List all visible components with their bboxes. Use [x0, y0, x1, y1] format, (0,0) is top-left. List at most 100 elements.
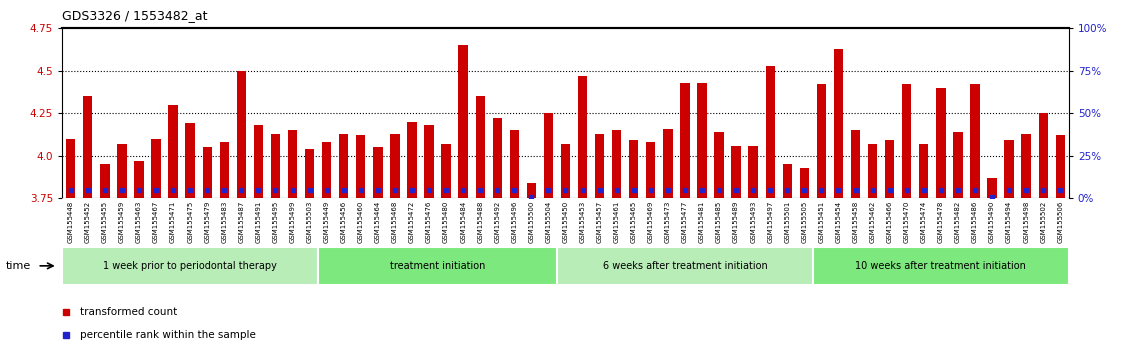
Text: GSM155456: GSM155456	[340, 201, 347, 243]
Bar	[715, 132, 724, 198]
Bar	[493, 118, 502, 198]
Bar	[458, 45, 468, 198]
Bar	[987, 178, 996, 198]
Bar	[424, 125, 433, 198]
Text: GSM155468: GSM155468	[392, 201, 398, 243]
Text: GSM155454: GSM155454	[836, 201, 841, 243]
Text: GSM155494: GSM155494	[1007, 201, 1012, 243]
Bar	[953, 132, 962, 198]
Text: transformed count: transformed count	[80, 307, 178, 318]
Text: GSM155460: GSM155460	[357, 201, 364, 243]
Text: GSM155482: GSM155482	[955, 201, 961, 243]
Text: 10 weeks after treatment initiation: 10 weeks after treatment initiation	[855, 261, 1026, 271]
Bar	[851, 130, 861, 198]
Bar	[561, 144, 570, 198]
Text: GSM155478: GSM155478	[938, 201, 944, 243]
Bar	[936, 88, 946, 198]
Bar	[185, 124, 195, 198]
Bar	[698, 83, 707, 198]
Text: GDS3326 / 1553482_at: GDS3326 / 1553482_at	[62, 9, 208, 22]
Text: GSM155476: GSM155476	[426, 201, 432, 243]
Text: GSM155462: GSM155462	[870, 201, 875, 243]
Text: GSM155500: GSM155500	[528, 201, 534, 243]
Bar	[556, 247, 813, 285]
Bar	[817, 84, 826, 198]
Text: GSM155483: GSM155483	[222, 201, 227, 243]
Bar	[629, 141, 638, 198]
Text: GSM155448: GSM155448	[68, 201, 74, 243]
Bar	[646, 142, 656, 198]
Text: GSM155495: GSM155495	[273, 201, 278, 243]
Text: GSM155473: GSM155473	[665, 201, 671, 243]
Text: GSM155465: GSM155465	[631, 201, 637, 243]
Text: GSM155481: GSM155481	[699, 201, 705, 243]
Bar	[322, 142, 331, 198]
Text: GSM155489: GSM155489	[733, 201, 739, 243]
Bar	[236, 71, 247, 198]
Text: GSM155492: GSM155492	[494, 201, 500, 243]
Bar	[544, 113, 553, 198]
Text: GSM155466: GSM155466	[887, 201, 892, 243]
Bar	[101, 164, 110, 198]
Text: GSM155470: GSM155470	[904, 201, 909, 243]
Bar	[390, 134, 399, 198]
Bar	[834, 49, 844, 198]
Bar	[62, 247, 318, 285]
Bar	[867, 144, 878, 198]
Bar	[118, 144, 127, 198]
Bar	[510, 130, 519, 198]
Text: GSM155451: GSM155451	[819, 201, 824, 243]
Bar	[202, 147, 211, 198]
Text: GSM155459: GSM155459	[119, 201, 124, 243]
Text: GSM155504: GSM155504	[545, 201, 552, 243]
Bar	[1004, 141, 1013, 198]
Text: GSM155453: GSM155453	[579, 201, 586, 243]
Bar	[66, 139, 76, 198]
Text: 6 weeks after treatment initiation: 6 weeks after treatment initiation	[603, 261, 767, 271]
Bar	[407, 122, 416, 198]
Bar	[1055, 135, 1065, 198]
Text: GSM155467: GSM155467	[153, 201, 159, 243]
Text: percentile rank within the sample: percentile rank within the sample	[80, 330, 256, 341]
Text: 1 week prior to periodontal therapy: 1 week prior to periodontal therapy	[103, 261, 277, 271]
Bar	[578, 76, 587, 198]
Bar	[475, 96, 485, 198]
Bar	[318, 247, 556, 285]
Bar	[1038, 113, 1048, 198]
Text: GSM155474: GSM155474	[921, 201, 926, 243]
Text: GSM155485: GSM155485	[716, 201, 722, 243]
Text: GSM155469: GSM155469	[648, 201, 654, 243]
Bar	[680, 83, 690, 198]
Text: GSM155488: GSM155488	[477, 201, 483, 243]
Text: GSM155496: GSM155496	[511, 201, 517, 243]
Bar	[83, 96, 93, 198]
Text: GSM155455: GSM155455	[102, 201, 107, 243]
Text: GSM155484: GSM155484	[460, 201, 466, 243]
Bar	[749, 145, 758, 198]
Bar	[527, 183, 536, 198]
Text: GSM155497: GSM155497	[767, 201, 774, 243]
Text: GSM155486: GSM155486	[972, 201, 978, 243]
Bar	[970, 84, 979, 198]
Bar	[766, 66, 775, 198]
Bar	[903, 84, 912, 198]
Text: time: time	[6, 261, 31, 271]
Bar	[920, 144, 929, 198]
Bar	[884, 141, 895, 198]
Bar	[135, 161, 144, 198]
Text: GSM155503: GSM155503	[307, 201, 312, 243]
Text: GSM155506: GSM155506	[1057, 201, 1063, 243]
Text: GSM155501: GSM155501	[784, 201, 791, 243]
Bar	[732, 145, 741, 198]
Text: GSM155471: GSM155471	[170, 201, 176, 243]
Text: GSM155498: GSM155498	[1024, 201, 1029, 243]
Text: GSM155458: GSM155458	[853, 201, 858, 243]
Text: GSM155463: GSM155463	[136, 201, 143, 243]
Bar	[1021, 134, 1030, 198]
Text: GSM155487: GSM155487	[239, 201, 244, 243]
Bar	[612, 130, 621, 198]
Text: GSM155450: GSM155450	[562, 201, 569, 243]
Bar	[800, 168, 809, 198]
Bar	[169, 105, 178, 198]
Bar	[152, 139, 161, 198]
